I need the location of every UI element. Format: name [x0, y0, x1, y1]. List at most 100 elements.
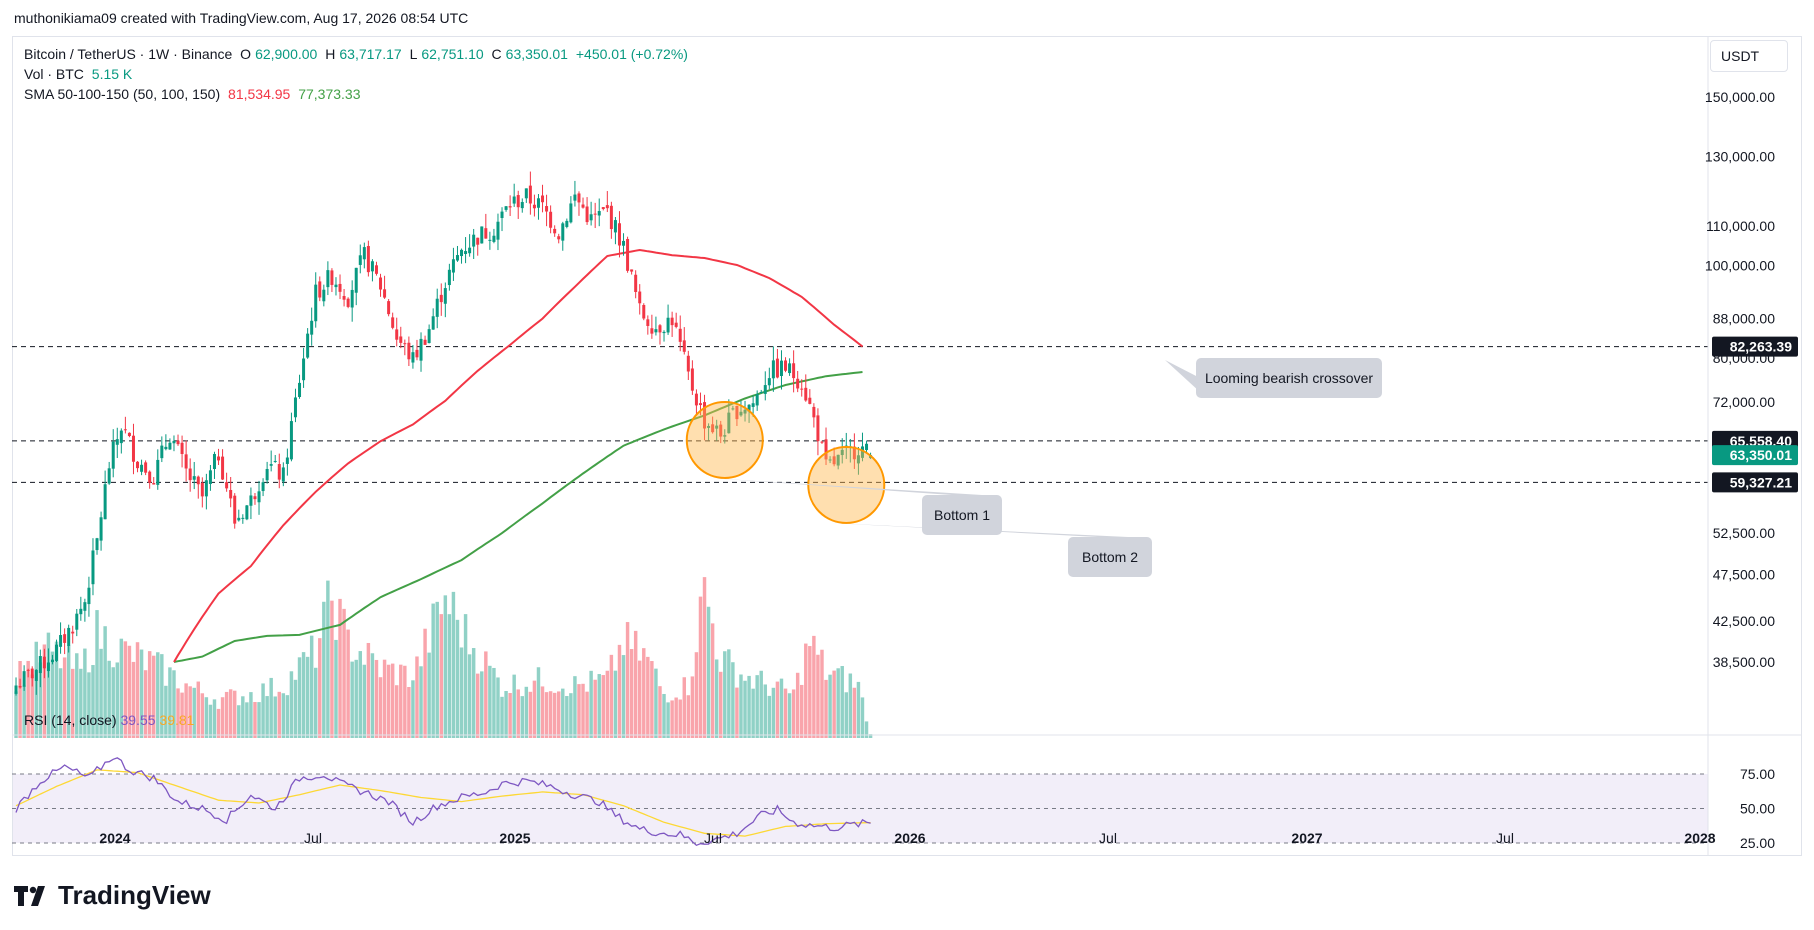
bottom-1-callout-pointer: [709, 478, 982, 495]
price-tick-label: 150,000.00: [1705, 89, 1775, 105]
candle-body: [229, 489, 233, 499]
candle-body: [719, 424, 723, 437]
candle-body: [362, 247, 366, 260]
time-tick-label: Jul: [704, 830, 722, 846]
candle-body: [617, 223, 621, 246]
volume-bar: [273, 696, 277, 738]
volume-bar: [508, 693, 512, 738]
candle-body: [788, 363, 792, 374]
candle-body: [488, 239, 492, 241]
candle-body: [14, 685, 18, 694]
volume-bar: [840, 666, 844, 738]
candle-body: [735, 405, 739, 420]
volume-bar: [30, 674, 34, 738]
volume-bar: [160, 654, 164, 738]
candle-body: [605, 205, 609, 209]
legend-h-label: H: [325, 46, 336, 62]
candle-body: [46, 662, 50, 672]
candle-body: [654, 329, 658, 333]
candle-body: [217, 456, 221, 461]
volume-bar: [180, 692, 184, 738]
candle-body: [561, 223, 565, 241]
volume-bar: [285, 695, 290, 738]
currency-button[interactable]: USDT: [1710, 40, 1788, 72]
volume-bar: [504, 691, 508, 738]
volume-bar: [237, 705, 241, 738]
volume-bar: [828, 674, 832, 738]
price-tick-label: 42,500.00: [1713, 613, 1775, 629]
volume-bar: [569, 693, 573, 738]
volume-bar: [771, 687, 776, 738]
candle-body: [565, 220, 569, 227]
candle-body: [492, 235, 496, 242]
candle-body: [87, 587, 91, 605]
legend-sma1: 81,534.95: [228, 86, 291, 102]
credit-line: muthonikiama09 created with TradingView.…: [14, 10, 469, 26]
volume-bar: [257, 702, 261, 738]
volume-bar: [609, 654, 614, 738]
candle-body: [504, 206, 508, 210]
candle-body: [622, 240, 626, 246]
volume-bar: [832, 670, 836, 738]
candle-body: [334, 284, 338, 288]
candle-body: [662, 331, 666, 334]
volume-bar: [476, 673, 480, 738]
volume-bar: [735, 687, 739, 738]
legend-sma2: 77,373.33: [298, 86, 361, 102]
candle-body: [767, 378, 771, 386]
volume-bar: [719, 671, 723, 738]
volume-bar: [662, 693, 666, 738]
candle-body: [832, 456, 836, 465]
rsi-tick-label: 75.00: [1740, 766, 1775, 782]
candle-body: [573, 194, 577, 201]
candle-body: [541, 195, 545, 203]
volume-bar: [812, 635, 816, 738]
volume-bar: [528, 691, 533, 738]
tradingview-logo: TradingView: [14, 880, 211, 911]
legend-high: 63,717.17: [339, 46, 402, 62]
volume-bar: [557, 691, 561, 738]
candle-body: [75, 613, 79, 630]
candle-body: [383, 289, 387, 298]
volume-bar: [378, 677, 383, 738]
volume-bar: [289, 671, 294, 738]
candle-body: [739, 411, 743, 416]
candle-body: [836, 454, 840, 466]
candle-body: [472, 234, 476, 247]
time-tick-label: Jul: [1496, 830, 1514, 846]
volume-bar: [83, 648, 87, 738]
candle-body: [549, 211, 553, 228]
volume-bar: [366, 642, 371, 738]
volume-bar: [326, 580, 330, 738]
candle-body: [26, 669, 30, 671]
volume-bar: [650, 661, 654, 738]
volume-bar: [172, 670, 176, 738]
candle-body: [225, 482, 229, 489]
candle-body: [338, 283, 342, 292]
candle-body: [464, 251, 468, 254]
time-tick-label: 2027: [1291, 830, 1322, 846]
crossover-callout-box: [1196, 358, 1382, 398]
volume-bar: [123, 641, 128, 738]
volume-bar: [407, 687, 411, 738]
volume-bar: [654, 668, 658, 738]
candle-body: [460, 249, 464, 257]
volume-bar: [386, 664, 391, 738]
candle-body: [812, 406, 816, 418]
volume-bar: [18, 661, 22, 738]
tradingview-logo-icon: [14, 885, 45, 906]
volume-bar: [358, 651, 362, 738]
volume-bar: [585, 691, 589, 738]
volume-bar: [297, 657, 302, 738]
volume-bar: [269, 677, 273, 738]
candle-body: [536, 198, 540, 208]
volume-bar: [435, 601, 439, 738]
volume-bar: [698, 596, 703, 738]
volume-bar: [492, 667, 496, 738]
candle-body: [277, 464, 281, 480]
sma-50-line: [173, 248, 864, 663]
candle-body: [601, 207, 605, 210]
annotations: Bottom 1 Bottom 2 Looming bearish crossove…: [685, 358, 1382, 577]
volume-bar: [354, 659, 358, 738]
